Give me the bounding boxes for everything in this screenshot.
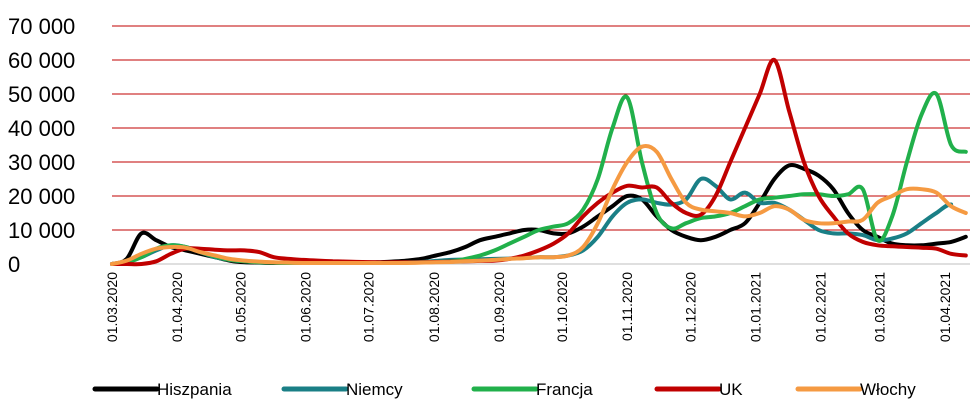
gridlines: [112, 25, 970, 231]
x-tick-label: 01.05.2020: [232, 272, 248, 342]
legend: Hiszpania Niemcy Francja UK Włochy: [92, 380, 916, 399]
y-tick-label: 30 000: [8, 150, 75, 175]
y-tick-label: 20 000: [8, 184, 75, 209]
x-tick-label: 01.04.2020: [169, 272, 185, 342]
x-tick-label: 01.03.2021: [872, 272, 888, 342]
x-tick-label: 01.04.2021: [937, 272, 953, 342]
legend-label-wlochy: Włochy: [860, 380, 916, 399]
x-tick-label: 01.10.2020: [554, 272, 570, 342]
legend-label-uk: UK: [719, 380, 743, 399]
x-tick-label: 01.06.2020: [297, 272, 313, 342]
legend-label-hiszpania: Hiszpania: [157, 380, 232, 399]
series-line-uk: [110, 58, 968, 267]
x-axis-ticks: 01.03.2020 01.04.2020 01.05.2020 01.06.2020…: [104, 272, 953, 342]
x-tick-label: 01.02.2021: [813, 272, 829, 342]
y-axis-ticks: 0 10 000 20 000 30 000 40 000 50 000 60 000 70 …: [8, 14, 75, 277]
x-tick-label: 01.12.2020: [682, 272, 698, 342]
x-tick-label: 01.03.2020: [104, 272, 120, 342]
series-lines: [110, 58, 968, 267]
x-tick-label: 01.01.2021: [748, 272, 764, 342]
y-tick-label: 50 000: [8, 82, 75, 107]
x-tick-label: 01.07.2020: [361, 272, 377, 342]
x-tick-label: 01.08.2020: [426, 272, 442, 342]
y-tick-label: 0: [8, 252, 20, 277]
y-tick-label: 10 000: [8, 218, 75, 243]
legend-label-francja: Francja: [536, 380, 593, 399]
series-line-francja: [110, 90, 968, 266]
legend-label-niemcy: Niemcy: [346, 380, 403, 399]
y-tick-label: 70 000: [8, 14, 75, 39]
y-tick-label: 40 000: [8, 116, 75, 141]
x-tick-label: 01.11.2020: [619, 272, 635, 341]
series-line-wlochy: [110, 144, 968, 266]
x-tick-label: 01.09.2020: [491, 272, 507, 342]
y-tick-label: 60 000: [8, 48, 75, 73]
